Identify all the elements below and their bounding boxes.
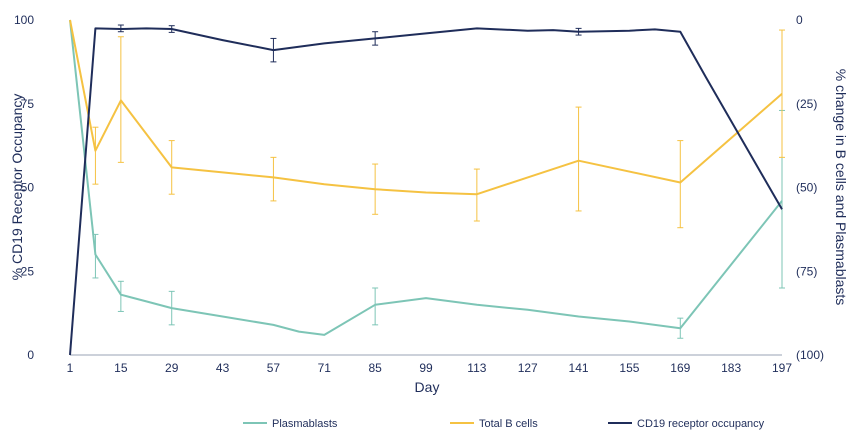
- y-right-tick-label: 0: [796, 13, 803, 27]
- x-tick-label: 169: [670, 361, 690, 375]
- legend-label: CD19 receptor occupancy: [637, 418, 765, 430]
- y-left-tick-label: 25: [21, 264, 35, 278]
- x-tick-label: 71: [318, 361, 332, 375]
- series-plasmablasts: [69, 19, 785, 339]
- legend-item-total-b-cells: Total B cells: [450, 418, 538, 430]
- series-cd19-receptor-occupancy: [69, 24, 783, 356]
- x-tick-label: 43: [216, 361, 230, 375]
- series-total-b-cells: [69, 19, 785, 229]
- x-tick-label: 99: [419, 361, 433, 375]
- series-line: [69, 19, 783, 336]
- legend: Plasmablasts Total B cells CD19 receptor o…: [243, 418, 765, 430]
- series-line: [69, 27, 783, 356]
- x-tick-label: 15: [114, 361, 128, 375]
- y-axis-right-title: % change in B cells and Plasmablasts: [833, 69, 849, 306]
- x-tick-label: 155: [619, 361, 639, 375]
- y-left-tick-label: 75: [21, 97, 35, 111]
- x-tick-label: 113: [467, 361, 486, 375]
- y-left-tick-label: 100: [14, 13, 34, 27]
- legend-label: Plasmablasts: [272, 418, 338, 430]
- x-tick-label: 85: [368, 361, 382, 375]
- x-tick-label: 127: [518, 361, 538, 375]
- legend-item-plasmablasts: Plasmablasts: [243, 418, 338, 430]
- x-tick-label: 1: [67, 361, 74, 375]
- x-tick-label: 183: [721, 361, 741, 375]
- series-line: [69, 19, 783, 196]
- legend-label: Total B cells: [479, 418, 538, 430]
- x-tick-label: 141: [569, 361, 589, 375]
- series-layer: [69, 19, 785, 356]
- x-tick-label: 197: [772, 361, 792, 375]
- tick-labels: 1 15 29 43 57 71 85 99 113 127 141 155 169 183 197 0 25 5…: [14, 13, 824, 375]
- y-right-tick-label: (50): [796, 181, 817, 195]
- y-right-tick-label: (75): [796, 264, 817, 278]
- legend-item-cd19-receptor-occupancy: CD19 receptor occupancy: [608, 418, 765, 430]
- x-tick-label: 57: [267, 361, 281, 375]
- x-axis-title: Day: [415, 379, 440, 395]
- y-axis-left-title: % CD19 Receptor Occupancy: [9, 94, 25, 281]
- y-left-tick-label: 50: [21, 181, 35, 195]
- y-left-tick-label: 0: [27, 348, 34, 362]
- y-right-tick-label: (100): [796, 348, 824, 362]
- x-tick-label: 29: [165, 361, 179, 375]
- y-right-tick-label: (25): [796, 97, 817, 111]
